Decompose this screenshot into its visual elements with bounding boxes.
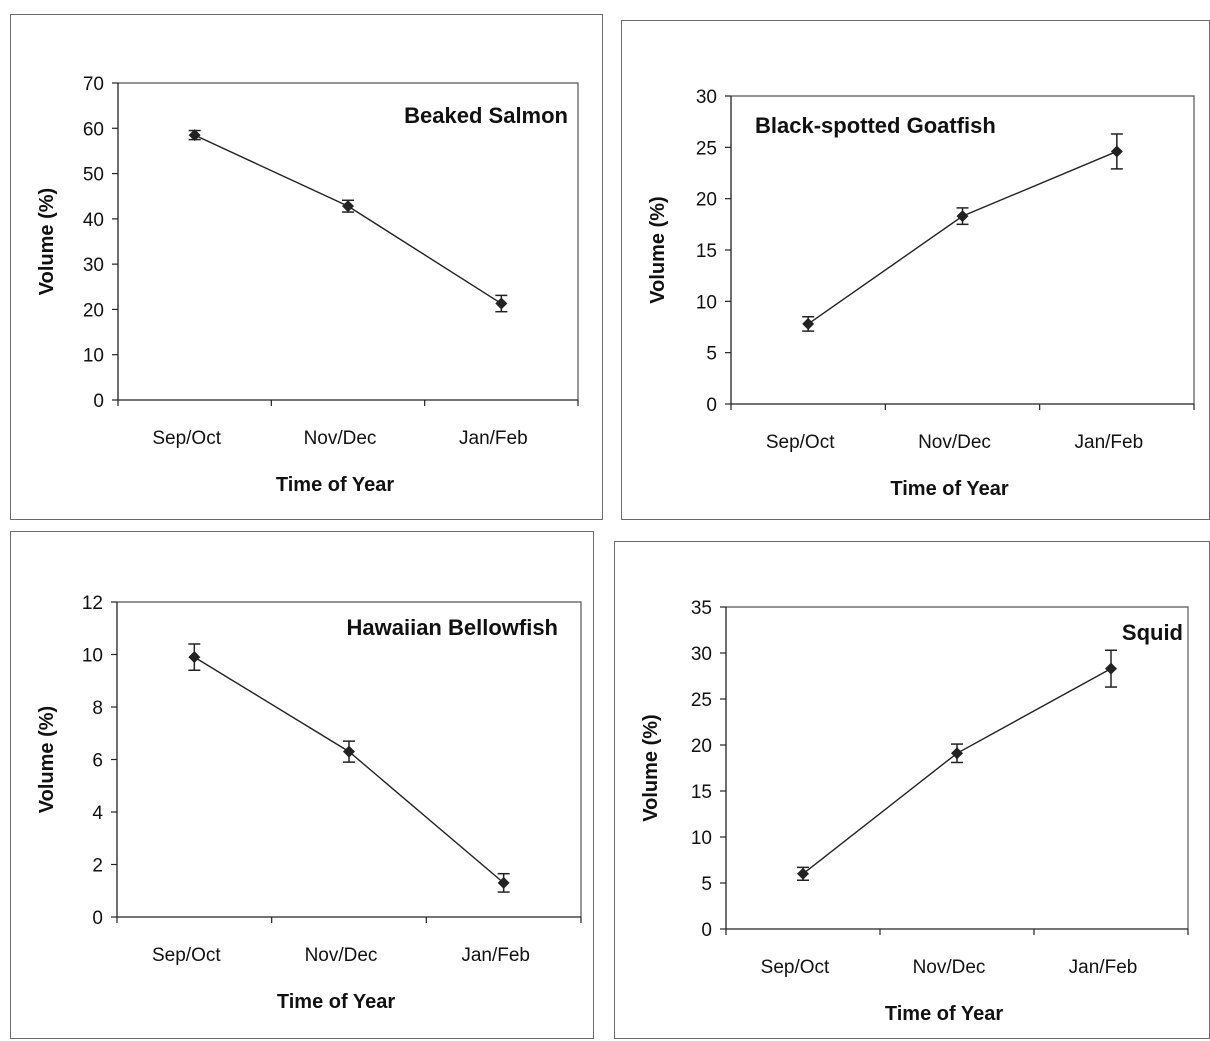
- y-tick-label: 2: [92, 856, 103, 877]
- x-tick-label: Nov/Dec: [913, 957, 986, 978]
- x-axis-title: Time of Year: [890, 478, 1008, 500]
- y-tick-label: 50: [83, 165, 104, 186]
- x-tick-label: Sep/Oct: [766, 432, 835, 453]
- y-tick-label: 4: [92, 803, 103, 824]
- chart-panel-hawaiian-bellowfish: 0 2 4 6 8 10 12 Sep/Oct Nov/Dec Jan/Feb Time of Ye…: [10, 531, 594, 1039]
- series-line: [807, 150, 1118, 325]
- chart-title-beaked-salmon: Beaked Salmon: [404, 103, 568, 128]
- data-point: [797, 867, 809, 880]
- x-tick-label: Jan/Feb: [1069, 957, 1138, 978]
- y-tick-label: 20: [696, 190, 717, 211]
- chart-title-squid: Squid: [1122, 620, 1183, 645]
- data-point: [1110, 145, 1123, 158]
- chart-panel-black-spotted-goatfish: 0 5 10 15 20 25 30 Sep/Oct Nov/Dec Jan/Feb Time of…: [621, 20, 1210, 520]
- y-tick-label: 5: [706, 344, 717, 365]
- y-tick-label: 0: [706, 395, 717, 416]
- chart-title-hawaiian-bellowfish: Hawaiian Bellowfish: [347, 615, 559, 640]
- y-tick-label: 15: [696, 241, 717, 262]
- data-point: [951, 747, 963, 760]
- series-line: [802, 668, 1112, 875]
- y-tick-label: 10: [83, 346, 104, 367]
- y-tick-label: 0: [701, 920, 712, 941]
- data-point: [342, 200, 354, 213]
- chart-svg: 0 10 20 30 40 50 60 70 Sep/Oct Nov/Dec Jan/Feb Time…: [36, 74, 579, 496]
- data-point: [956, 210, 969, 223]
- series-line: [193, 656, 505, 884]
- y-tick-label: 20: [83, 300, 104, 321]
- y-tick-label: 30: [696, 87, 717, 108]
- chart-panel-squid: 0 5 10 15 20 25 30 35 Sep/Oct Nov/Dec Jan/Feb Time …: [614, 541, 1210, 1039]
- x-tick-label: Nov/Dec: [304, 428, 377, 449]
- plot-frame: [117, 601, 582, 917]
- chart-svg: 0 5 10 15 20 25 30 Sep/Oct Nov/Dec Jan/Feb Time of…: [647, 87, 1195, 500]
- data-point: [1105, 662, 1117, 675]
- plot-frame: [118, 82, 579, 400]
- y-tick-label: 12: [82, 593, 103, 614]
- chart-panel-beaked-salmon: 0 10 20 30 40 50 60 70 Sep/Oct Nov/Dec Jan/Feb Time…: [10, 14, 603, 520]
- y-tick-label: 60: [83, 119, 104, 140]
- series-line: [194, 134, 502, 305]
- x-axis-title: Time of Year: [276, 474, 394, 496]
- y-axis-title: Volume (%): [36, 706, 58, 813]
- y-tick-label: 25: [696, 138, 717, 159]
- x-tick-label: Sep/Oct: [152, 945, 221, 966]
- x-axis-title: Time of Year: [277, 991, 395, 1013]
- chart-svg: 0 5 10 15 20 25 30 35 Sep/Oct Nov/Dec Jan/Feb Time …: [640, 598, 1189, 1025]
- plot-frame: [726, 606, 1189, 929]
- y-tick-label: 30: [691, 644, 712, 665]
- x-tick-label: Nov/Dec: [305, 945, 378, 966]
- y-tick-label: 25: [691, 690, 712, 711]
- data-point: [495, 297, 508, 310]
- data-point: [188, 129, 201, 142]
- y-axis-title: Volume (%): [647, 196, 669, 303]
- data-point: [802, 317, 815, 330]
- y-tick-label: 5: [701, 874, 712, 895]
- y-tick-label: 10: [691, 828, 712, 849]
- y-tick-label: 10: [696, 292, 717, 313]
- y-tick-label: 35: [691, 598, 712, 619]
- data-point: [343, 745, 355, 758]
- y-tick-label: 40: [83, 210, 104, 231]
- y-tick-label: 70: [83, 74, 104, 95]
- y-axis-title: Volume (%): [36, 188, 58, 295]
- x-tick-label: Sep/Oct: [152, 428, 221, 449]
- y-tick-label: 8: [92, 698, 103, 719]
- y-tick-label: 0: [92, 908, 103, 929]
- y-tick-label: 10: [82, 646, 103, 667]
- data-point: [188, 651, 201, 664]
- chart-svg: 0 2 4 6 8 10 12 Sep/Oct Nov/Dec Jan/Feb Time of Ye…: [36, 593, 582, 1013]
- x-tick-label: Jan/Feb: [461, 945, 530, 966]
- y-tick-label: 20: [691, 736, 712, 757]
- y-tick-label: 0: [93, 391, 104, 412]
- data-point: [497, 876, 510, 889]
- y-axis-title: Volume (%): [640, 714, 662, 821]
- plot-frame: [731, 95, 1195, 404]
- y-tick-label: 6: [92, 751, 103, 772]
- x-axis-title: Time of Year: [885, 1003, 1003, 1025]
- y-tick-label: 30: [83, 255, 104, 276]
- chart-title-black-spotted-goatfish: Black-spotted Goatfish: [755, 113, 996, 138]
- x-tick-label: Sep/Oct: [761, 957, 830, 978]
- y-tick-label: 15: [691, 782, 712, 803]
- x-tick-label: Jan/Feb: [459, 428, 528, 449]
- x-tick-label: Nov/Dec: [918, 432, 991, 453]
- x-tick-label: Jan/Feb: [1075, 432, 1144, 453]
